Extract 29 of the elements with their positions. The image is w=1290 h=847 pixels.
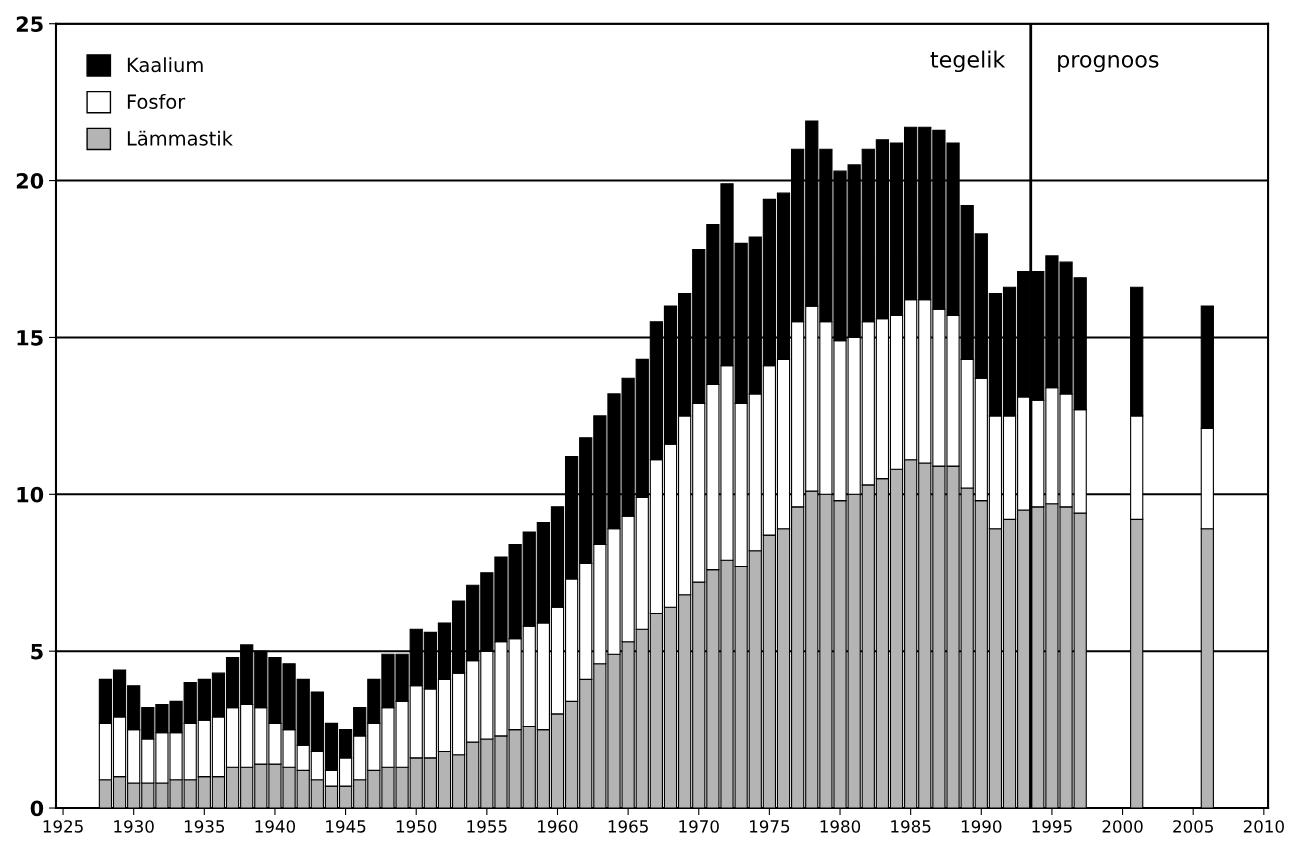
x-tick-label: 1935 [184,820,225,833]
legend-label: Kaalium [127,57,203,73]
x-tick-label: 1970 [679,820,719,833]
x-tick-label: 1930 [114,820,154,833]
x-tick-label: 2005 [1173,820,1213,833]
annotation: tegelik [930,50,1006,73]
legend-label: Fosfor [127,93,186,109]
y-tick-label: 5 [31,643,43,660]
x-tick-label: 1940 [255,820,296,833]
y-tick-label: 0 [30,800,44,817]
x-tick-label: 1950 [396,820,437,833]
y-tick-label: 20 [16,173,44,189]
x-tick-label: 1985 [891,820,931,833]
x-tick-label: 1955 [467,820,507,833]
y-tick-label: 25 [16,16,43,32]
x-tick-label: 2000 [1102,820,1143,833]
x-tick-label: 2010 [1243,820,1284,833]
legend-label: Lämmastik [127,130,233,146]
x-tick-label: 1945 [326,820,366,833]
x-tick-label: 1980 [820,820,861,833]
y-tick-label: 10 [17,486,44,503]
x-tick-label: 1975 [750,820,790,833]
x-tick-label: 1995 [1032,820,1072,833]
annotation: prognoos [1058,55,1159,73]
x-tick-label: 1925 [43,820,83,833]
x-tick-label: 1960 [538,820,578,833]
x-tick-label: 1965 [608,820,648,833]
x-tick-label: 1990 [961,820,1002,833]
y-tick-label: 15 [17,330,43,346]
